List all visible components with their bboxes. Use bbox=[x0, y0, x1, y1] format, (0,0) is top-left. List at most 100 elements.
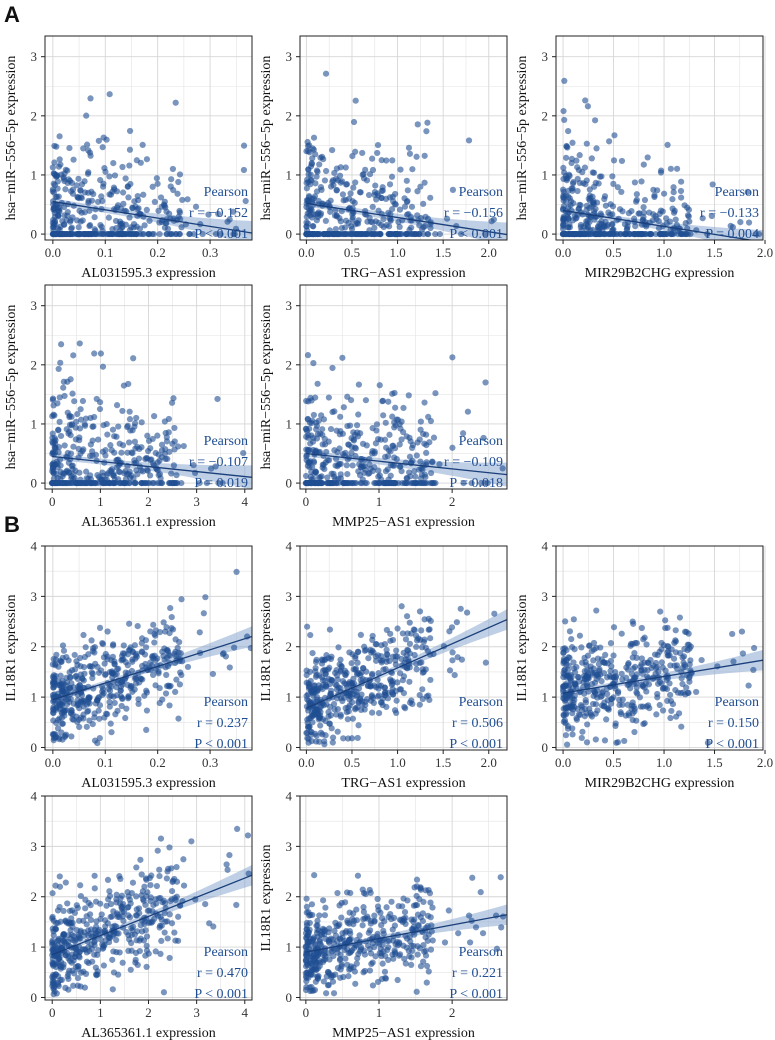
pearson-annotation: Pearson bbox=[459, 695, 503, 710]
data-point bbox=[304, 623, 311, 630]
data-point bbox=[315, 951, 322, 958]
data-point bbox=[49, 661, 56, 668]
data-point bbox=[143, 876, 150, 883]
data-point bbox=[466, 939, 474, 946]
data-point bbox=[358, 230, 366, 238]
pearson-annotation: Pearson bbox=[459, 945, 503, 960]
data-point bbox=[609, 230, 617, 238]
data-point bbox=[662, 617, 669, 624]
data-point bbox=[403, 177, 410, 184]
data-point bbox=[382, 974, 389, 982]
data-point bbox=[113, 402, 121, 409]
data-point bbox=[99, 363, 107, 370]
data-point bbox=[337, 413, 344, 420]
data-point bbox=[305, 197, 312, 205]
data-point bbox=[367, 889, 374, 897]
data-point bbox=[350, 666, 357, 673]
data-point bbox=[333, 212, 340, 219]
data-point bbox=[621, 737, 628, 745]
data-point bbox=[361, 469, 368, 476]
data-point bbox=[744, 188, 751, 195]
data-point bbox=[560, 220, 567, 228]
data-point bbox=[681, 645, 688, 653]
y-axis-title: hsa−miR−556−5p expression bbox=[4, 305, 19, 470]
data-point bbox=[53, 143, 60, 150]
data-point bbox=[599, 688, 606, 695]
data-point bbox=[377, 909, 384, 916]
data-point bbox=[100, 180, 107, 187]
data-point bbox=[69, 907, 76, 914]
pearson-annotation: Pearson bbox=[204, 185, 248, 200]
data-point bbox=[704, 739, 712, 746]
data-point bbox=[215, 479, 222, 487]
data-point bbox=[58, 714, 66, 721]
data-point bbox=[345, 973, 352, 980]
data-point bbox=[313, 188, 321, 195]
data-point bbox=[564, 741, 571, 748]
data-point bbox=[340, 735, 347, 742]
data-point bbox=[309, 145, 316, 152]
data-point bbox=[163, 434, 170, 441]
data-point bbox=[362, 890, 369, 898]
data-point bbox=[76, 948, 83, 956]
data-point bbox=[131, 642, 138, 649]
y-tick-label: 0 bbox=[31, 476, 38, 491]
data-point bbox=[337, 475, 344, 482]
data-point bbox=[87, 472, 94, 479]
data-point bbox=[219, 651, 227, 658]
data-point bbox=[233, 568, 240, 575]
data-point bbox=[57, 432, 65, 440]
data-point bbox=[73, 182, 80, 189]
data-point bbox=[464, 408, 472, 415]
data-point bbox=[323, 683, 330, 690]
data-point bbox=[310, 688, 318, 695]
y-tick-label: 3 bbox=[542, 49, 549, 64]
panel-label-b: B bbox=[4, 512, 20, 537]
data-point bbox=[101, 660, 108, 667]
data-point bbox=[53, 959, 60, 967]
data-point bbox=[321, 435, 328, 443]
data-point bbox=[57, 161, 64, 168]
y-tick-label: 2 bbox=[286, 108, 293, 123]
data-point bbox=[369, 632, 376, 640]
data-point bbox=[56, 394, 63, 401]
data-point bbox=[374, 149, 381, 157]
data-point bbox=[176, 230, 183, 238]
data-point bbox=[370, 230, 377, 238]
data-point bbox=[308, 954, 315, 961]
data-point bbox=[427, 946, 435, 953]
data-point bbox=[430, 434, 438, 441]
y-tick-label: 2 bbox=[542, 108, 549, 123]
data-point bbox=[80, 631, 87, 639]
data-point bbox=[424, 230, 432, 238]
data-point bbox=[324, 474, 331, 481]
data-point bbox=[685, 213, 692, 220]
data-point bbox=[413, 876, 421, 883]
data-point bbox=[601, 659, 608, 666]
data-point bbox=[570, 200, 577, 207]
data-point bbox=[64, 900, 71, 907]
data-point bbox=[413, 666, 420, 673]
data-point bbox=[388, 479, 395, 487]
data-point bbox=[167, 479, 174, 487]
data-point bbox=[369, 670, 376, 677]
data-point bbox=[638, 655, 645, 662]
pearson-annotation: P < 0.001 bbox=[194, 227, 248, 242]
x-axis-title: AL031595.3 expression bbox=[81, 776, 216, 791]
data-point bbox=[80, 677, 87, 684]
data-point bbox=[560, 164, 567, 171]
data-point bbox=[380, 216, 387, 223]
data-point bbox=[344, 735, 352, 742]
data-point bbox=[156, 872, 163, 880]
data-point bbox=[326, 664, 333, 671]
data-point bbox=[50, 932, 57, 939]
data-point bbox=[327, 425, 335, 433]
data-point bbox=[482, 379, 489, 386]
data-point bbox=[400, 404, 407, 412]
data-point bbox=[57, 672, 64, 679]
data-point bbox=[375, 467, 382, 474]
data-point bbox=[575, 205, 582, 212]
data-point bbox=[143, 206, 150, 213]
data-point bbox=[91, 885, 98, 892]
data-point bbox=[641, 196, 649, 204]
